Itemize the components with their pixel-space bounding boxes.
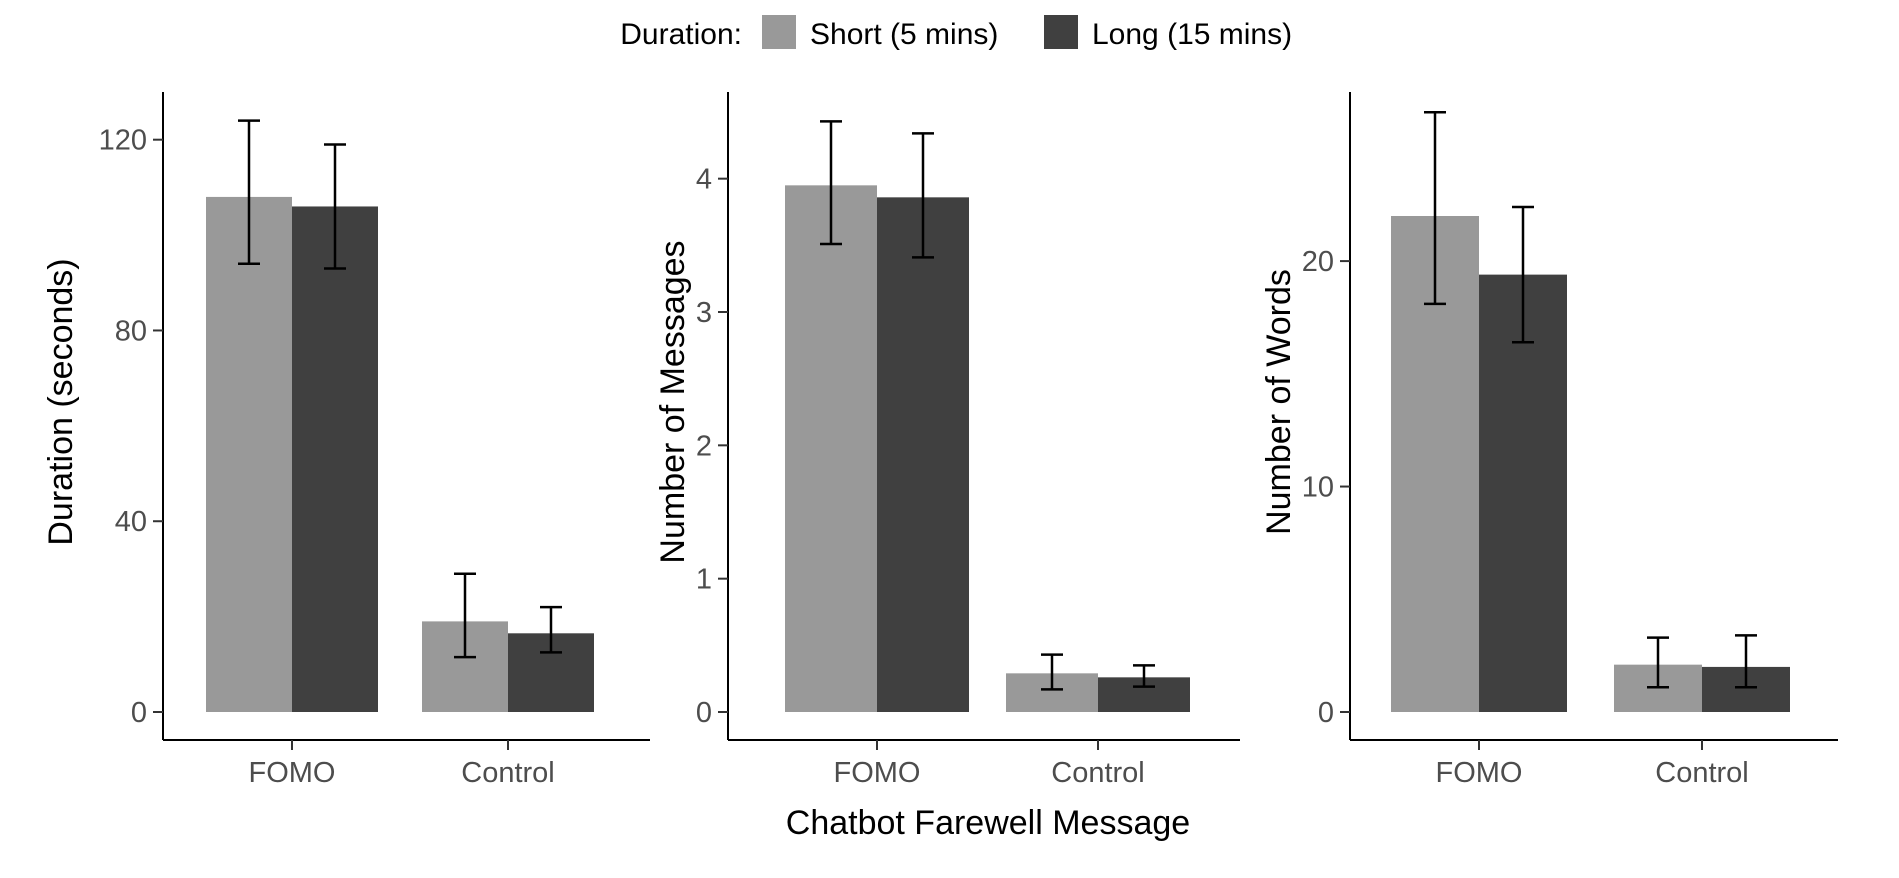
error-bar-fomo-long	[324, 143, 346, 270]
legend-title: Duration:	[620, 18, 742, 51]
error-bar-control-long	[1133, 664, 1155, 688]
y-tick-label: 4	[696, 164, 712, 196]
panel-1: 0 40 80 120 FOMO Control Duration (seconds)	[42, 92, 650, 789]
legend-label-short: Short (5 mins)	[810, 18, 998, 51]
error-bar-fomo-short	[1424, 111, 1446, 306]
legend-label-long: Long (15 mins)	[1092, 18, 1292, 51]
legend-swatch-long	[1044, 15, 1078, 49]
x-tick-label-fomo: FOMO	[834, 757, 921, 789]
y-axis-title: Duration (seconds)	[42, 258, 80, 545]
y-tick-label: 0	[696, 697, 712, 729]
x-tick-label-fomo: FOMO	[1436, 757, 1523, 789]
y-tick-label: 2	[696, 430, 712, 462]
y-tick-label: 3	[696, 297, 712, 329]
y-tick-label: 20	[1302, 246, 1334, 278]
x-tick-label-fomo: FOMO	[249, 757, 336, 789]
y-tick-label: 40	[115, 506, 147, 538]
bar-fomo-long	[292, 206, 378, 712]
y-axis-title: Number of Messages	[654, 240, 692, 563]
error-bar-fomo-short	[820, 120, 842, 246]
error-bar-control-long	[540, 605, 562, 654]
panel-2: 0 1 2 3 4 FOMO Control Number of Messages	[654, 92, 1240, 789]
y-tick-label: 120	[99, 125, 147, 157]
bar-fomo-short	[206, 196, 292, 712]
x-tick-label-control: Control	[1655, 757, 1749, 789]
legend-swatch-short	[762, 15, 796, 49]
y-tick-label: 10	[1302, 472, 1334, 504]
error-bar-control-long	[1735, 634, 1757, 689]
error-bar-control-short	[1041, 653, 1063, 691]
y-axis-title: Number of Words	[1260, 269, 1298, 535]
shared-x-axis-title: Chatbot Farewell Message	[786, 804, 1190, 842]
legend: Duration: Short (5 mins) Long (15 mins)	[620, 15, 1292, 51]
error-bar-fomo-long	[1512, 205, 1534, 344]
error-bar-fomo-short	[238, 119, 260, 265]
error-bar-fomo-long	[912, 132, 934, 259]
y-tick-label: 0	[131, 697, 147, 729]
error-bar-control-short	[454, 572, 476, 659]
x-tick-label-control: Control	[461, 757, 555, 789]
bar-fomo-short	[785, 185, 877, 713]
panel-3: 0 10 20 FOMO Control Number of Words	[1260, 92, 1838, 789]
x-tick-label-control: Control	[1051, 757, 1145, 789]
error-bar-control-short	[1647, 636, 1669, 689]
y-tick-label: 0	[1318, 697, 1334, 729]
bar-fomo-long	[877, 197, 969, 713]
bar-fomo-long	[1479, 274, 1567, 712]
y-tick-label: 80	[115, 315, 147, 347]
y-tick-label: 1	[696, 564, 712, 596]
